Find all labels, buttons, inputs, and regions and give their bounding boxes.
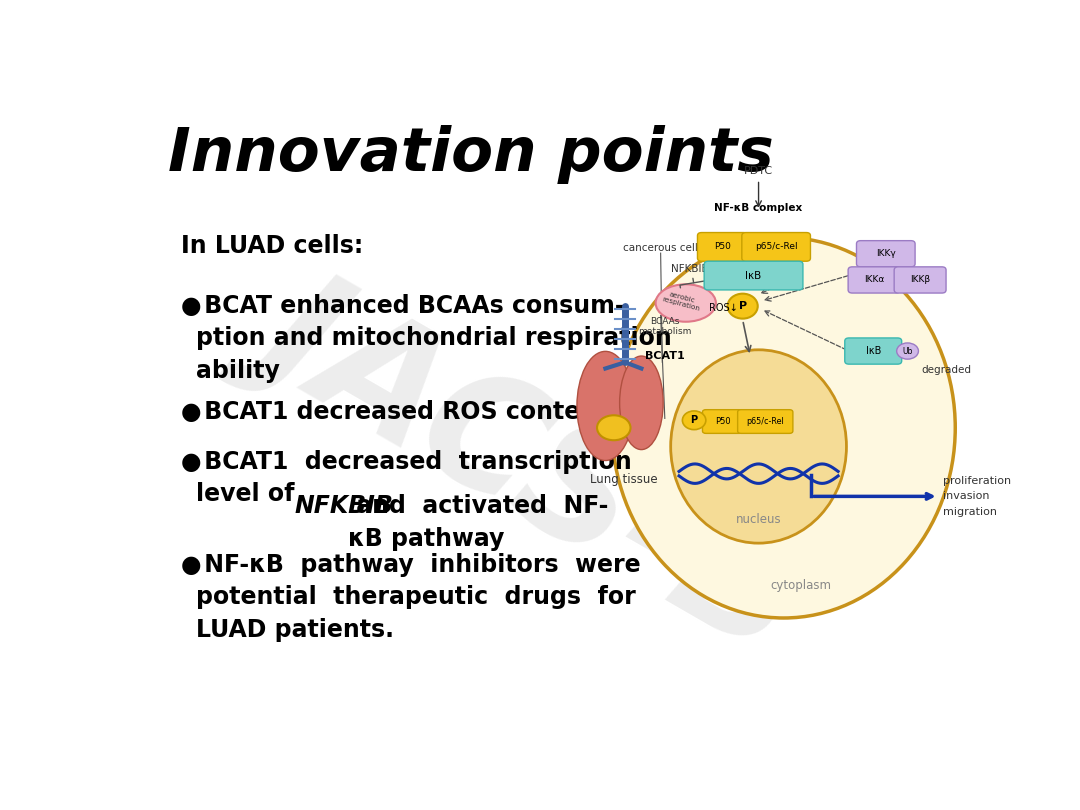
Ellipse shape	[597, 416, 631, 441]
Text: P: P	[690, 416, 698, 425]
FancyBboxPatch shape	[738, 410, 793, 433]
FancyBboxPatch shape	[848, 266, 900, 293]
Text: IκB: IκB	[745, 271, 761, 280]
Ellipse shape	[683, 411, 706, 429]
FancyBboxPatch shape	[856, 241, 915, 266]
Text: IKKα: IKKα	[864, 275, 885, 284]
Text: aerobic
respiration: aerobic respiration	[661, 290, 702, 313]
Text: P: P	[739, 301, 746, 311]
Text: Lung tissue: Lung tissue	[590, 473, 658, 486]
Text: p65/c-Rel: p65/c-Rel	[746, 417, 784, 426]
FancyBboxPatch shape	[704, 262, 802, 290]
Text: P50: P50	[714, 242, 731, 251]
Text: cancerous cell: cancerous cell	[623, 243, 698, 254]
Text: nucleus: nucleus	[735, 513, 781, 526]
Text: BCAT1: BCAT1	[645, 351, 685, 361]
Text: p65/c-Rel: p65/c-Rel	[755, 242, 797, 251]
Ellipse shape	[656, 284, 716, 322]
Text: invasion: invasion	[943, 492, 989, 501]
Ellipse shape	[671, 350, 847, 544]
Text: ROS↓: ROS↓	[710, 303, 738, 313]
Ellipse shape	[896, 343, 918, 359]
Text: NF-κB  pathway  inhibitors  were
potential  therapeutic  drugs  for
LUAD patient: NF-κB pathway inhibitors were potential …	[197, 552, 640, 642]
Text: Ub: Ub	[903, 347, 913, 356]
Text: proliferation: proliferation	[943, 475, 1011, 486]
Ellipse shape	[577, 352, 634, 461]
Text: IKKγ: IKKγ	[876, 249, 895, 258]
Ellipse shape	[620, 356, 663, 450]
FancyBboxPatch shape	[894, 266, 946, 293]
FancyBboxPatch shape	[698, 232, 747, 262]
Text: JACS-B: JACS-B	[241, 244, 833, 674]
FancyBboxPatch shape	[742, 232, 810, 262]
Text: ●: ●	[181, 399, 202, 424]
Text: NF-κB complex: NF-κB complex	[715, 202, 802, 212]
Text: ●: ●	[181, 552, 202, 577]
Text: IκB: IκB	[865, 346, 881, 356]
Text: ●: ●	[181, 450, 202, 474]
Text: IKKβ: IKKβ	[910, 275, 930, 284]
Ellipse shape	[728, 294, 758, 318]
Text: migration: migration	[943, 507, 997, 517]
Text: cytoplasm: cytoplasm	[770, 579, 831, 592]
FancyBboxPatch shape	[845, 338, 902, 364]
Text: In LUAD cells:: In LUAD cells:	[181, 234, 363, 258]
Text: P50: P50	[715, 417, 730, 426]
Text: degraded: degraded	[922, 364, 972, 375]
Text: BCAT1 decreased ROS content: BCAT1 decreased ROS content	[197, 399, 608, 424]
Text: PDTC: PDTC	[744, 166, 773, 176]
FancyBboxPatch shape	[702, 410, 743, 433]
Text: BCAT enhanced BCAAs consum-
ption and mitochondrial respiration
ability: BCAT enhanced BCAAs consum- ption and mi…	[197, 294, 672, 383]
Ellipse shape	[612, 237, 956, 618]
Text: BCAAs
metabolism: BCAAs metabolism	[638, 317, 691, 336]
Text: Innovation points: Innovation points	[168, 126, 774, 184]
Text: and  activated  NF-
κB pathway: and activated NF- κB pathway	[348, 494, 608, 551]
Text: NFKBIB: NFKBIB	[295, 494, 394, 518]
Text: NFKBIB: NFKBIB	[671, 264, 708, 274]
Text: ●: ●	[181, 294, 202, 318]
Text: BCAT1  decreased  transcription
level of: BCAT1 decreased transcription level of	[197, 450, 632, 506]
